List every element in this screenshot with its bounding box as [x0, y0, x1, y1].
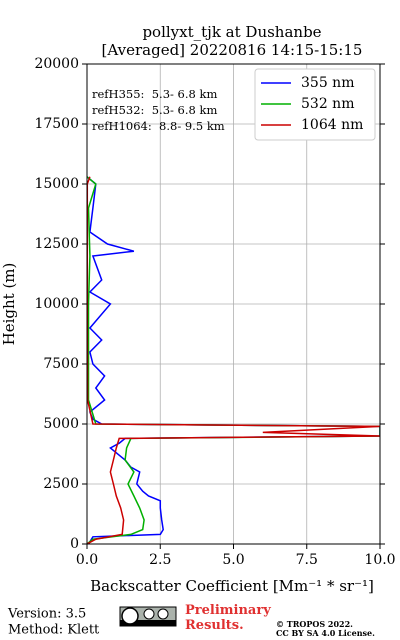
y-tick-label: 15000 — [34, 176, 79, 192]
legend-box — [254, 68, 376, 141]
legend-label: 1064 nm — [301, 117, 363, 133]
x-axis-label: Backscatter Coefficient [Mm⁻¹ * sr⁻¹] — [90, 577, 374, 595]
profile-line — [87, 176, 380, 544]
y-tick-label: 17500 — [34, 116, 79, 132]
preliminary-line: Results. — [185, 618, 244, 633]
y-tick-label: 10000 — [34, 296, 79, 312]
y-axis-label: Height (m) — [0, 263, 18, 346]
y-tick-label: 2500 — [43, 476, 79, 492]
preliminary-line: Preliminary — [185, 603, 271, 618]
y-tick-label: 12500 — [34, 236, 79, 252]
license: CC BY SA 4.0 License. — [276, 628, 375, 638]
legend-label: 532 nm — [301, 96, 354, 112]
chart-subtitle: [Averaged] 20220816 14:15-15:15 — [102, 41, 363, 59]
x-tick-label: 10.0 — [364, 552, 395, 568]
plot-frame — [86, 63, 381, 545]
version: Version: 3.5 — [7, 607, 86, 622]
method: Method: Klett — [8, 623, 100, 638]
annotation: refH532: 5.3- 6.8 km — [92, 103, 217, 117]
y-tick-label: 5000 — [43, 416, 79, 432]
y-tick-label: 20000 — [34, 56, 79, 72]
preliminary-label: Preliminary Results. — [185, 603, 271, 633]
y-tick-label: 7500 — [43, 356, 79, 372]
x-tick-label: 0.0 — [76, 552, 98, 568]
cc-logo — [119, 606, 177, 627]
annotation: refH1064: 8.8- 9.5 km — [92, 119, 225, 133]
annotation: refH355: 5.3- 6.8 km — [92, 87, 217, 101]
x-tick-label: 5.0 — [222, 552, 244, 568]
x-tick-label: 7.5 — [296, 552, 318, 568]
x-tick-label: 2.5 — [149, 552, 171, 568]
copyright: © TROPOS 2022. — [276, 619, 353, 629]
legend-label: 355 nm — [301, 75, 354, 91]
chart-title: pollyxt_tjk at Dushanbe — [142, 23, 321, 41]
y-tick-label: 0 — [70, 536, 79, 552]
